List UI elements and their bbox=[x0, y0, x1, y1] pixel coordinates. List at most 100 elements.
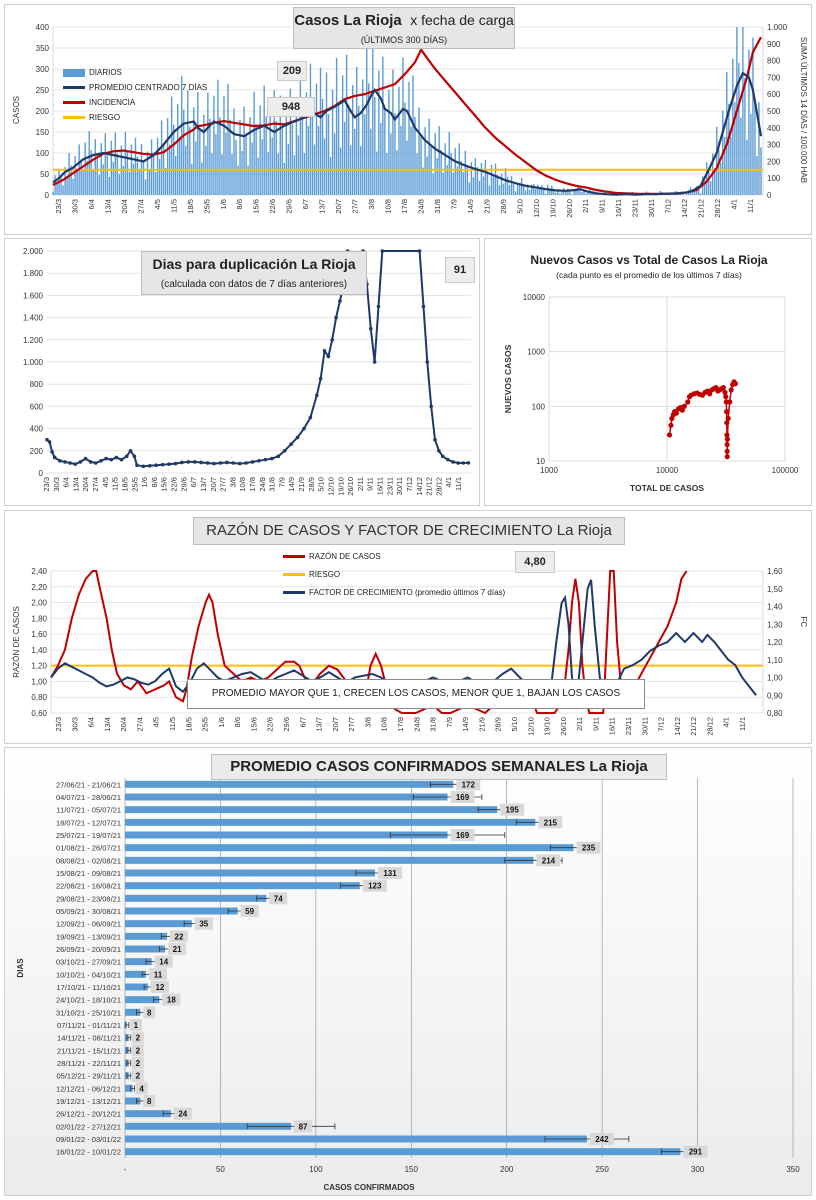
chart2-point-44 bbox=[289, 442, 293, 446]
chart5-label-5: 235 bbox=[582, 844, 596, 853]
legend-item-razon: RAZÓN DE CASOS bbox=[283, 547, 505, 565]
bar-diario-209 bbox=[472, 177, 475, 195]
chart1-xtick-5: 27/4 bbox=[136, 199, 145, 214]
chart2-ytick-1: 200 bbox=[30, 447, 44, 456]
bar-diario-120 bbox=[293, 155, 296, 195]
chart1-ylabel: CASOS bbox=[12, 96, 21, 124]
chart2-point-37 bbox=[244, 461, 248, 465]
chart5-label-bg-29 bbox=[683, 1145, 708, 1158]
bar-diario-91 bbox=[235, 140, 237, 195]
bar-diario-237 bbox=[528, 189, 531, 195]
bar-diario-2 bbox=[56, 182, 58, 195]
chart1-xtick-16: 13/7 bbox=[318, 199, 327, 214]
bar-diario-174 bbox=[402, 57, 404, 195]
bar-diario-74 bbox=[201, 162, 203, 195]
bar-diario-46 bbox=[144, 179, 147, 195]
chart2-xtick-10: 1/6 bbox=[140, 477, 149, 487]
bar-diario-182 bbox=[418, 107, 420, 195]
chart4-xtick-13: 22/6 bbox=[266, 717, 275, 732]
chart2-title: Dias para duplicación La Rioja bbox=[152, 256, 356, 272]
chart3-ytick-1: 100 bbox=[532, 402, 546, 411]
bar-diario-5 bbox=[62, 185, 64, 195]
chart2-point-0 bbox=[45, 437, 49, 442]
bar-diario-88 bbox=[229, 119, 231, 195]
bar-diario-204 bbox=[462, 172, 465, 195]
chart5-label-3: 215 bbox=[544, 818, 558, 827]
chart5-xlabel: CASOS CONFIRMADOS bbox=[323, 1183, 415, 1192]
bar-diario-73 bbox=[199, 127, 201, 195]
bar-diario-245 bbox=[545, 193, 547, 195]
legend-swatch-riesgo-fc bbox=[283, 572, 305, 576]
chart3-xtick-2: 100000 bbox=[772, 466, 799, 475]
bar-diario-125 bbox=[303, 153, 306, 195]
bar-diario-186 bbox=[426, 156, 428, 195]
bar-diario-184 bbox=[422, 167, 424, 195]
chart5-label-bg-2 bbox=[500, 803, 525, 816]
bar-diario-218 bbox=[490, 164, 493, 195]
chart4-xtick-18: 27/7 bbox=[347, 717, 356, 732]
chart5-label-10: 59 bbox=[245, 907, 254, 916]
chart5-category-18: 31/10/21 - 25/10/21 bbox=[56, 1008, 121, 1017]
bar-diario-217 bbox=[488, 185, 491, 195]
bar-diario-160 bbox=[374, 96, 376, 195]
bar-diario-84 bbox=[221, 154, 223, 195]
chart5-label-bg-18 bbox=[143, 1006, 156, 1019]
bar-diario-157 bbox=[368, 83, 370, 195]
chart2-xtick-15: 6/7 bbox=[189, 477, 198, 487]
chart2-point-16 bbox=[119, 457, 124, 462]
chart2-point-66 bbox=[417, 249, 422, 253]
bar-diario-350 bbox=[756, 156, 758, 195]
bar-diario-216 bbox=[486, 173, 489, 195]
bar-diario-56 bbox=[164, 167, 167, 195]
bar-diario-150 bbox=[353, 128, 356, 195]
chart5-category-7: 15/08/21 - 09/08/21 bbox=[56, 869, 121, 878]
chart5-xtick-5: 250 bbox=[595, 1165, 609, 1174]
bar-diario-49 bbox=[150, 139, 153, 195]
chart5-label-bg-10 bbox=[240, 905, 259, 917]
chart2-xtick-2: 6/4 bbox=[62, 477, 71, 487]
bar-diario-103 bbox=[259, 105, 261, 195]
bar-diario-185 bbox=[424, 127, 426, 195]
chart1-xtick-42: 11/1 bbox=[746, 199, 755, 213]
chart4-xtick-8: 18/5 bbox=[184, 717, 193, 732]
chart2-point-2 bbox=[50, 450, 54, 454]
bar-diario-221 bbox=[496, 174, 499, 195]
chart2-point-12 bbox=[99, 458, 103, 463]
bar-diario-145 bbox=[343, 121, 346, 195]
chart2-point-7 bbox=[73, 462, 78, 466]
bar-diario-162 bbox=[378, 70, 380, 195]
chart5-bar-18 bbox=[125, 1008, 141, 1016]
chart1-ytick-3: 150 bbox=[36, 128, 50, 137]
chart3-xtick-1: 10000 bbox=[656, 466, 679, 475]
legend-item-diarios: DIARIOS bbox=[63, 65, 207, 80]
chart1-xtick-31: 26/10 bbox=[565, 199, 574, 218]
bar-diario-35 bbox=[122, 165, 125, 195]
chart2-ytick-7: 1.400 bbox=[23, 314, 44, 323]
bar-diario-313 bbox=[681, 193, 684, 195]
bar-diario-171 bbox=[396, 150, 398, 195]
bar-diario-235 bbox=[524, 190, 527, 195]
chart5-bar-12 bbox=[125, 932, 167, 940]
legend-swatch-diarios bbox=[63, 68, 85, 77]
chart3-ytick-0: 10 bbox=[536, 457, 545, 466]
chart5-label-bg-0 bbox=[456, 778, 481, 791]
bar-diario-132 bbox=[317, 125, 320, 195]
chart1-ytick-0: 0 bbox=[45, 191, 50, 200]
legend-label-riesgo: RIESGO bbox=[89, 113, 121, 122]
bar-diario-168 bbox=[390, 133, 392, 195]
chart2-point-36 bbox=[237, 461, 242, 466]
chart1-xtick-8: 18/5 bbox=[186, 199, 195, 214]
chart2-point-47 bbox=[308, 415, 313, 420]
bar-diario-60 bbox=[172, 124, 175, 195]
bar-diario-223 bbox=[500, 173, 503, 195]
chart5-category-8: 22/08/21 - 16/08/21 bbox=[56, 882, 121, 891]
chart1-xtick-4: 20/4 bbox=[120, 199, 129, 214]
bar-diario-339 bbox=[734, 102, 736, 195]
chart2-point-4 bbox=[58, 458, 62, 463]
chart2-point-19 bbox=[132, 454, 137, 459]
chart3-ytick-2: 1000 bbox=[527, 348, 545, 357]
chart5-label-bg-27 bbox=[294, 1120, 313, 1133]
chart2-xtick-18: 27/7 bbox=[219, 477, 228, 492]
bar-diario-0 bbox=[52, 191, 54, 195]
bar-diario-159 bbox=[372, 48, 374, 195]
